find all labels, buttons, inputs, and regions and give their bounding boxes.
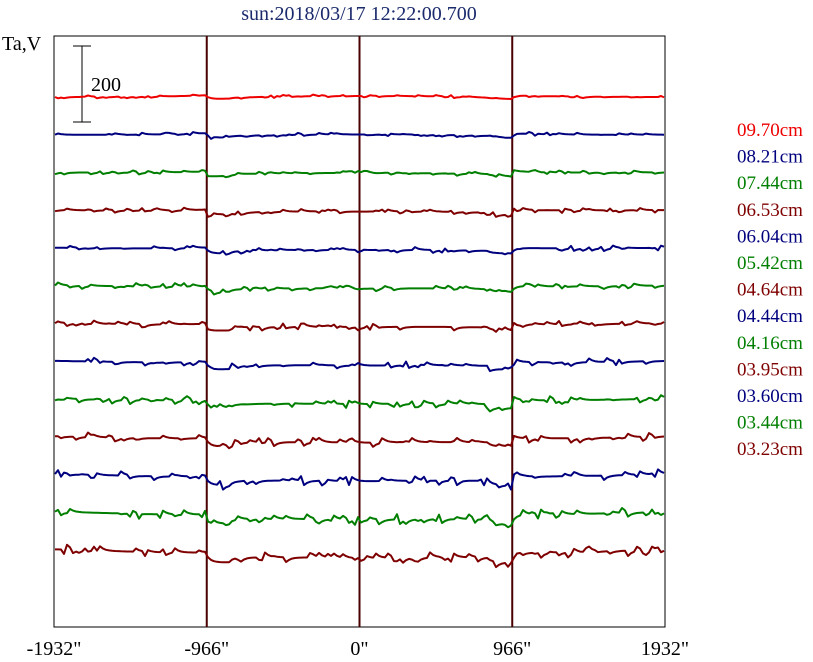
- legend-entry: 05.42cm: [737, 253, 803, 274]
- series-line-06.53cm: [54, 206, 664, 218]
- legend-entry: 07.44cm: [737, 173, 803, 194]
- series-line-03.95cm: [55, 431, 665, 450]
- legend-entry: 04.64cm: [737, 280, 803, 301]
- legend-entry: 03.44cm: [737, 413, 803, 434]
- series-line-04.16cm: [54, 394, 665, 413]
- legend-entry: 04.16cm: [737, 333, 803, 354]
- series-line-05.42cm: [54, 281, 665, 296]
- legend-entry: 09.70cm: [737, 120, 803, 141]
- x-tick-label: 0": [350, 638, 368, 660]
- series-line-06.04cm: [55, 244, 665, 256]
- legend-entry: 04.44cm: [737, 306, 803, 327]
- series-line-03.23cm: [55, 543, 665, 569]
- series-line-04.44cm: [55, 356, 665, 373]
- series-line-03.44cm: [54, 507, 665, 529]
- legend-entry: 06.04cm: [737, 226, 803, 247]
- y-axis-label: Ta,V: [2, 33, 42, 55]
- x-tick-label: 966": [493, 638, 531, 660]
- series-line-03.60cm: [54, 468, 665, 491]
- scale-bar: 200: [73, 45, 121, 123]
- legend-entry: 03.60cm: [737, 386, 803, 407]
- chart-title: sun:2018/03/17 12:22:00.700: [241, 3, 477, 25]
- scale-bar-label: 200: [91, 74, 121, 96]
- series-line-07.44cm: [54, 169, 665, 179]
- legend-entry: 06.53cm: [737, 200, 803, 221]
- x-tick-label: -1932": [27, 638, 82, 660]
- legend-entry: 03.23cm: [737, 439, 803, 460]
- legend-entry: 08.21cm: [737, 147, 803, 168]
- legend-entry: 03.95cm: [737, 359, 803, 380]
- x-tick-label: 1932": [641, 638, 689, 660]
- series-line-04.64cm: [54, 319, 665, 333]
- series-line-08.21cm: [54, 131, 665, 140]
- x-tick-label: -966": [184, 638, 229, 660]
- series-line-09.70cm: [54, 93, 665, 100]
